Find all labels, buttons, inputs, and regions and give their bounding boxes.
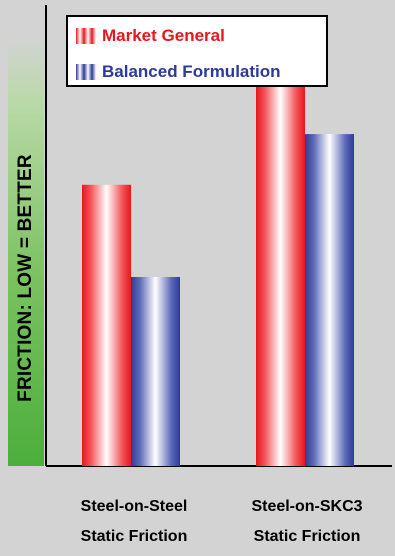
x-tick-label-steel-on-skc3: Steel-on-SKC3 Static Friction: [222, 492, 392, 552]
legend-swatch-balanced-formulation: [76, 64, 96, 80]
legend-item-market-general: Market General: [76, 26, 225, 46]
bar-market-general-2: [256, 60, 305, 466]
legend-label-balanced-formulation: Balanced Formulation: [102, 62, 281, 81]
bar-market-general-1: [82, 184, 131, 467]
x-tick-label-line: Static Friction: [80, 528, 188, 545]
bar-balanced-formulation-2: [305, 134, 354, 466]
x-tick-label-steel-on-steel: Steel-on-Steel Static Friction: [49, 492, 219, 552]
x-tick-label-line: Static Friction: [253, 528, 361, 545]
legend: Market General Balanced Formulation: [66, 15, 328, 87]
bar-balanced-formulation-1: [131, 276, 180, 466]
y-axis-label-band: [8, 0, 44, 466]
legend-item-balanced-formulation: Balanced Formulation: [76, 62, 281, 82]
x-tick-label-line: Steel-on-Steel: [80, 498, 188, 515]
legend-label-market-general: Market General: [102, 26, 225, 45]
legend-swatch-market-general: [76, 28, 96, 44]
x-tick-label-line: Steel-on-SKC3: [251, 498, 363, 515]
